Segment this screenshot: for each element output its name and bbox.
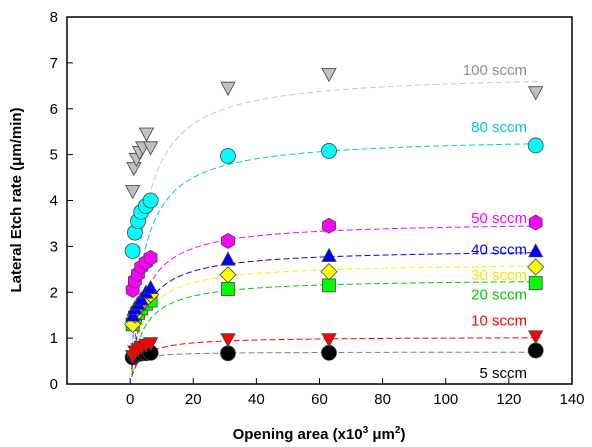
data-point [527,258,545,276]
series-label: 10 sccm [471,313,527,330]
x-tick-label: 60 [311,391,328,408]
fit-line-10-sccm [131,337,541,378]
series-100-sccm [125,68,544,200]
series-label: 100 sccm [463,62,527,79]
x-axis-title-main: Opening area (x10 [233,426,363,443]
data-point [321,333,337,348]
series-label: 80 sccm [471,119,527,136]
data-point [220,251,236,266]
data-points [124,68,545,366]
y-tick-label: 2 [50,284,58,301]
y-tick-label: 3 [50,238,58,255]
series-50-sccm [125,214,543,298]
data-point [528,330,544,345]
data-point [527,137,544,154]
data-point [322,278,336,293]
y-tick-label: 8 [50,9,58,26]
series-80-sccm [124,137,544,259]
axis-ticks: 0 20 40 60 80 100 120 140 0 1 2 3 4 5 6 7 8 [50,9,585,408]
series-40-sccm [125,243,544,322]
y-tick-label: 0 [50,376,58,393]
data-point [321,247,337,262]
fit-line-100-sccm [131,80,541,350]
data-point [219,266,237,284]
data-point [124,243,141,259]
x-tick-label: 140 [559,391,584,408]
data-point [527,342,544,359]
y-tick-label: 7 [50,55,58,72]
series-label: 30 sccm [471,267,527,284]
data-point [142,337,159,352]
data-point [321,344,337,361]
data-point [138,127,155,142]
data-point [320,263,338,281]
y-tick-label: 5 [50,147,58,164]
fit-line-80-sccm [131,143,541,357]
x-tick-label: 80 [374,391,391,408]
data-point [528,276,543,290]
x-tick-label: 40 [248,391,265,408]
series-label: 5 sccm [479,365,527,382]
data-point [221,232,235,249]
data-point [528,243,544,258]
data-point [322,217,336,234]
data-point [528,214,543,231]
series-label: 50 sccm [471,210,527,227]
data-point [321,143,337,159]
series-label: 20 sccm [471,287,527,304]
data-point [142,192,159,209]
x-axis-title-sup: 3 [363,425,369,436]
series-labels: 5 sccm 10 sccm 20 sccm 30 sccm 40 sccm 50 scc… [463,62,527,382]
y-tick-label: 6 [50,101,58,118]
y-axis-title: Lateral Etch rate (μm/min) [8,107,25,292]
x-axis-title-unit: μm [368,426,395,443]
data-point [142,279,159,295]
x-tick-label: 20 [185,391,202,408]
data-point [220,148,236,164]
data-point [143,249,158,266]
x-axis-title: Opening area (x103 μm2) [233,425,406,443]
data-point [220,345,236,362]
fit-line-20-sccm [131,281,541,373]
x-tick-label: 100 [433,391,458,408]
data-point [125,184,141,200]
data-point [321,68,337,83]
x-axis-title-close: ) [400,426,405,443]
x-axis-title-unit-sup: 2 [395,425,401,436]
y-tick-label: 4 [50,193,58,210]
data-point [220,333,236,348]
series-10-sccm [125,330,544,365]
data-point [528,86,544,101]
data-point [220,81,236,96]
y-tick-label: 1 [50,330,58,347]
fit-line-50-sccm [131,225,541,366]
data-point [221,282,235,296]
series-label: 40 sccm [471,242,527,259]
data-point [126,161,142,177]
x-tick-label: 120 [496,391,521,408]
data-point [142,141,159,156]
x-tick-label: 0 [126,391,134,408]
